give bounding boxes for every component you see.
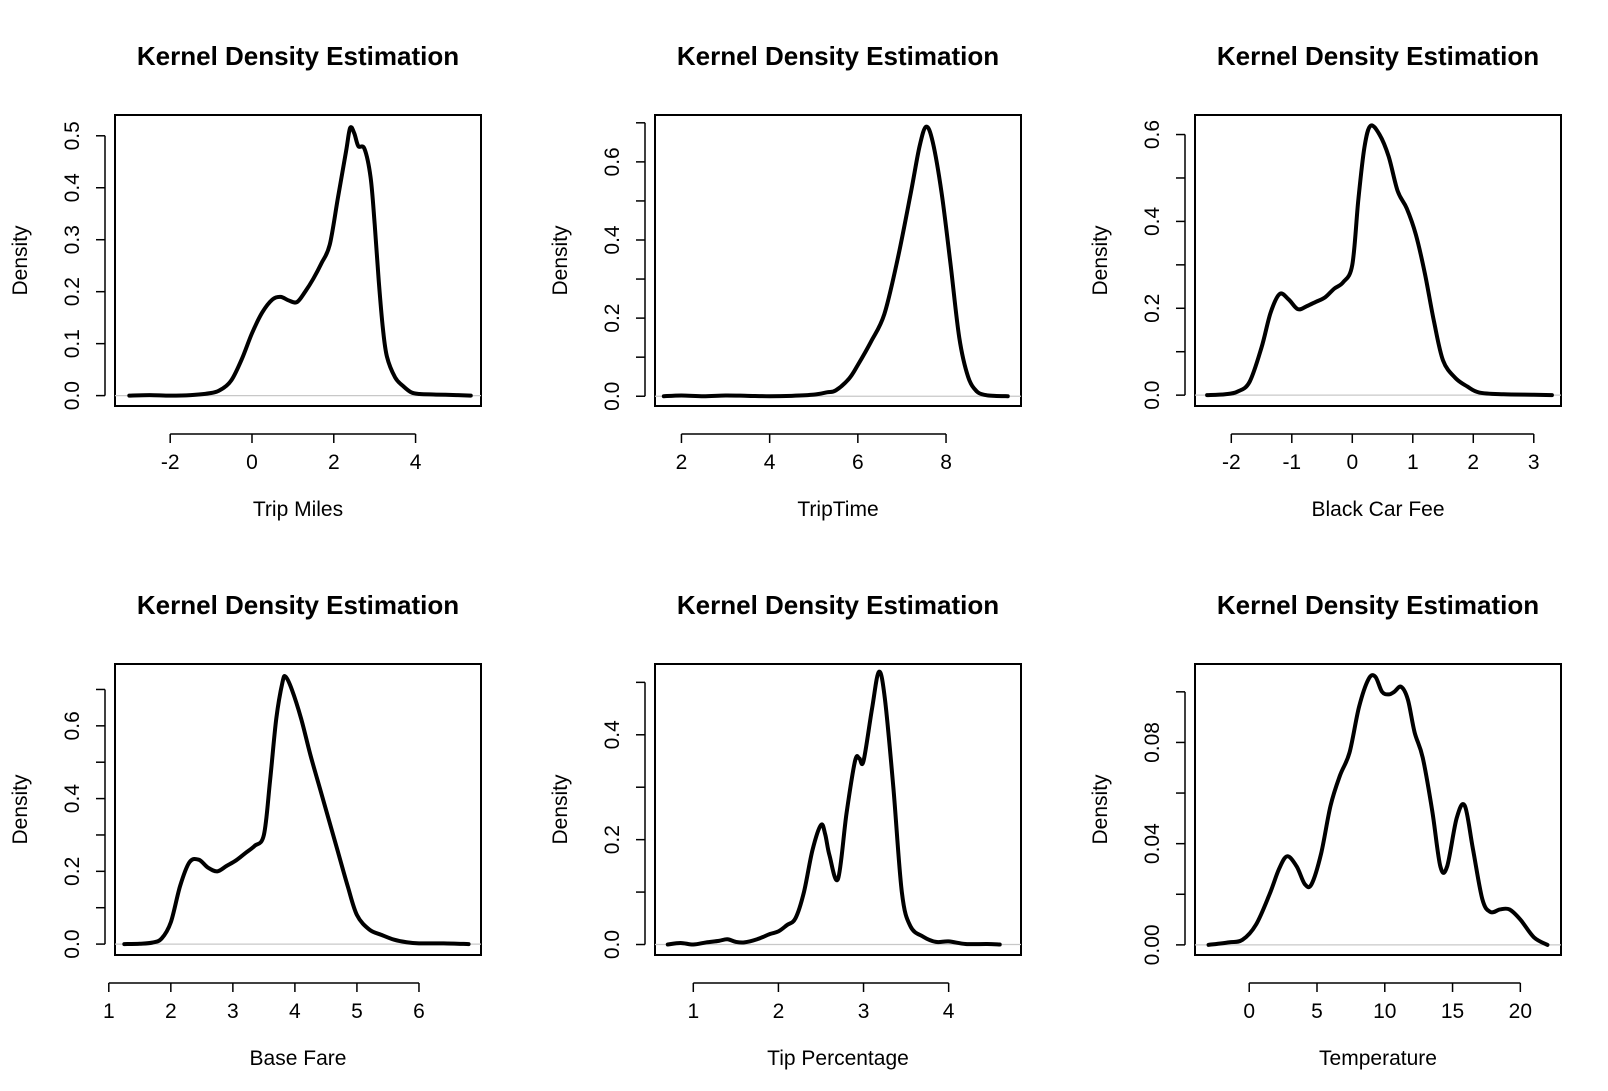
x-axis-label: TripTime — [797, 498, 878, 521]
density-panel: Kernel Density Estimation -2 -1 0 1 2 3 0.0 0.2 0… — [1089, 41, 1562, 521]
density-panel: Kernel Density Estimation -2 0 2 4 0.0 0.1 0.2 0… — [9, 41, 482, 521]
x-tick-label: 8 — [940, 451, 952, 474]
density-curve — [122, 674, 471, 947]
density-panel: Kernel Density Estimation 2 4 6 8 0.0 0.2 0.4 0.… — [549, 41, 1022, 521]
y-tick-label: 0.2 — [1141, 294, 1164, 323]
x-tick-label: 2 — [676, 451, 688, 474]
y-tick-label: 0.0 — [61, 381, 84, 410]
y-tick-label: 0.3 — [61, 225, 84, 254]
x-tick-label: 1 — [687, 1000, 699, 1023]
y-axis-label: Density — [9, 774, 32, 845]
chart-title: Kernel Density Estimation — [137, 590, 459, 620]
x-tick-label: 4 — [410, 451, 422, 474]
x-tick-label: 1 — [1407, 451, 1419, 474]
density-panel: Kernel Density Estimation 0 5 10 15 20 0.00 0.0… — [1089, 590, 1562, 1070]
x-tick-label: -2 — [1222, 451, 1241, 474]
x-tick-label: 4 — [289, 1000, 301, 1023]
x-axis-label: Tip Percentage — [767, 1047, 909, 1070]
plot-frame — [654, 663, 1022, 956]
density-curve — [1206, 673, 1550, 947]
y-tick-label: 0.0 — [1141, 381, 1164, 410]
x-tick-label: 20 — [1509, 1000, 1532, 1023]
density-curve — [665, 669, 1002, 947]
y-tick-label: 0.4 — [61, 784, 84, 814]
y-tick-label: 0.2 — [601, 825, 624, 854]
y-tick-label: 0.00 — [1141, 924, 1164, 965]
x-tick-label: 2 — [328, 451, 340, 474]
density-panel: Kernel Density Estimation 1 2 3 4 5 6 0.0 0.2 0.4… — [9, 590, 482, 1070]
plot-frame — [114, 663, 482, 956]
x-axis-label: Base Fare — [250, 1047, 347, 1070]
density-curve — [1205, 123, 1554, 398]
y-tick-label: 0.1 — [61, 329, 84, 358]
x-tick-label: 4 — [764, 451, 776, 474]
plot-frame — [1194, 114, 1562, 407]
plot-frame — [654, 114, 1022, 407]
y-tick-label: 0.0 — [601, 382, 624, 411]
x-tick-label: 3 — [227, 1000, 239, 1023]
x-tick-label: 5 — [351, 1000, 363, 1023]
y-tick-label: 0.4 — [61, 173, 84, 203]
y-tick-label: 0.6 — [61, 711, 84, 740]
density-curve — [127, 125, 473, 398]
x-tick-label: -2 — [161, 451, 180, 474]
x-tick-label: 5 — [1311, 1000, 1323, 1023]
plot-frame — [114, 114, 482, 407]
y-tick-label: 0.2 — [61, 277, 84, 306]
chart-title: Kernel Density Estimation — [1217, 41, 1539, 71]
x-tick-label: 6 — [852, 451, 864, 474]
y-tick-label: 0.6 — [601, 147, 624, 176]
plot-frame — [1194, 663, 1562, 956]
x-tick-label: 0 — [246, 451, 258, 474]
x-tick-label: -1 — [1282, 451, 1301, 474]
x-tick-label: 3 — [1528, 451, 1540, 474]
x-tick-label: 2 — [773, 1000, 785, 1023]
y-tick-label: 0.5 — [61, 121, 84, 150]
density-panel: Kernel Density Estimation 1 2 3 4 0.0 0.2 0.4 Ti… — [549, 590, 1022, 1070]
y-tick-label: 0.4 — [601, 720, 624, 750]
chart-title: Kernel Density Estimation — [137, 41, 459, 71]
y-tick-label: 0.08 — [1141, 722, 1164, 763]
y-axis-label: Density — [549, 774, 572, 845]
x-tick-label: 15 — [1441, 1000, 1464, 1023]
x-tick-label: 1 — [103, 1000, 115, 1023]
x-tick-label: 2 — [165, 1000, 177, 1023]
y-tick-label: 0.04 — [1141, 823, 1164, 864]
x-tick-label: 2 — [1467, 451, 1479, 474]
y-axis-label: Density — [1089, 225, 1112, 296]
y-tick-label: 0.4 — [601, 225, 624, 255]
x-tick-label: 0 — [1346, 451, 1358, 474]
y-axis-label: Density — [549, 225, 572, 296]
y-tick-label: 0.4 — [1141, 206, 1164, 236]
y-tick-label: 0.0 — [601, 930, 624, 959]
y-axis-label: Density — [1089, 774, 1112, 845]
y-tick-label: 0.0 — [61, 929, 84, 958]
x-tick-label: 6 — [413, 1000, 425, 1023]
y-axis-label: Density — [9, 225, 32, 296]
density-curve — [661, 124, 1010, 399]
y-tick-label: 0.2 — [601, 304, 624, 333]
x-tick-label: 0 — [1243, 1000, 1255, 1023]
x-axis-label: Black Car Fee — [1311, 498, 1444, 521]
chart-title: Kernel Density Estimation — [1217, 590, 1539, 620]
x-axis-label: Trip Miles — [253, 498, 343, 521]
chart-title: Kernel Density Estimation — [677, 590, 999, 620]
x-axis-label: Temperature — [1319, 1047, 1437, 1070]
x-tick-label: 4 — [943, 1000, 955, 1023]
y-tick-label: 0.6 — [1141, 120, 1164, 149]
chart-title: Kernel Density Estimation — [677, 41, 999, 71]
x-tick-label: 10 — [1373, 1000, 1396, 1023]
x-tick-label: 3 — [858, 1000, 870, 1023]
y-tick-label: 0.2 — [61, 857, 84, 886]
